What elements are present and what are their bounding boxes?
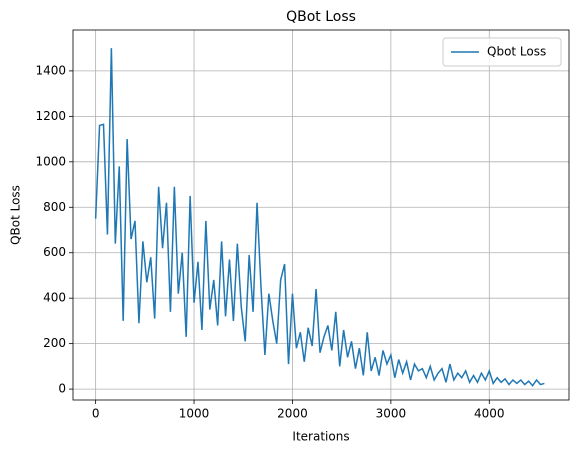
y-tick-label: 0: [58, 382, 66, 396]
y-tick-label: 200: [43, 336, 66, 350]
x-tick-label: 1000: [179, 407, 210, 421]
x-tick-label: 3000: [376, 407, 407, 421]
y-tick-label: 1400: [35, 63, 66, 77]
y-tick-label: 800: [43, 200, 66, 214]
y-tick-label: 400: [43, 291, 66, 305]
y-tick-label: 600: [43, 245, 66, 259]
y-tick-label: 1200: [35, 109, 66, 123]
legend-label: Qbot Loss: [487, 45, 546, 59]
x-tick-label: 0: [92, 407, 100, 421]
legend-box: [442, 37, 562, 67]
x-axis-label: Iterations: [292, 430, 349, 444]
line-series: [94, 48, 545, 387]
x-tick-label: 4000: [474, 407, 505, 421]
chart-title: QBot Loss: [286, 9, 356, 25]
y-tick-label: 1000: [35, 154, 66, 168]
plot-frame: [72, 29, 570, 401]
y-axis-label: QBot Loss: [9, 185, 23, 245]
x-tick-label: 2000: [277, 407, 308, 421]
